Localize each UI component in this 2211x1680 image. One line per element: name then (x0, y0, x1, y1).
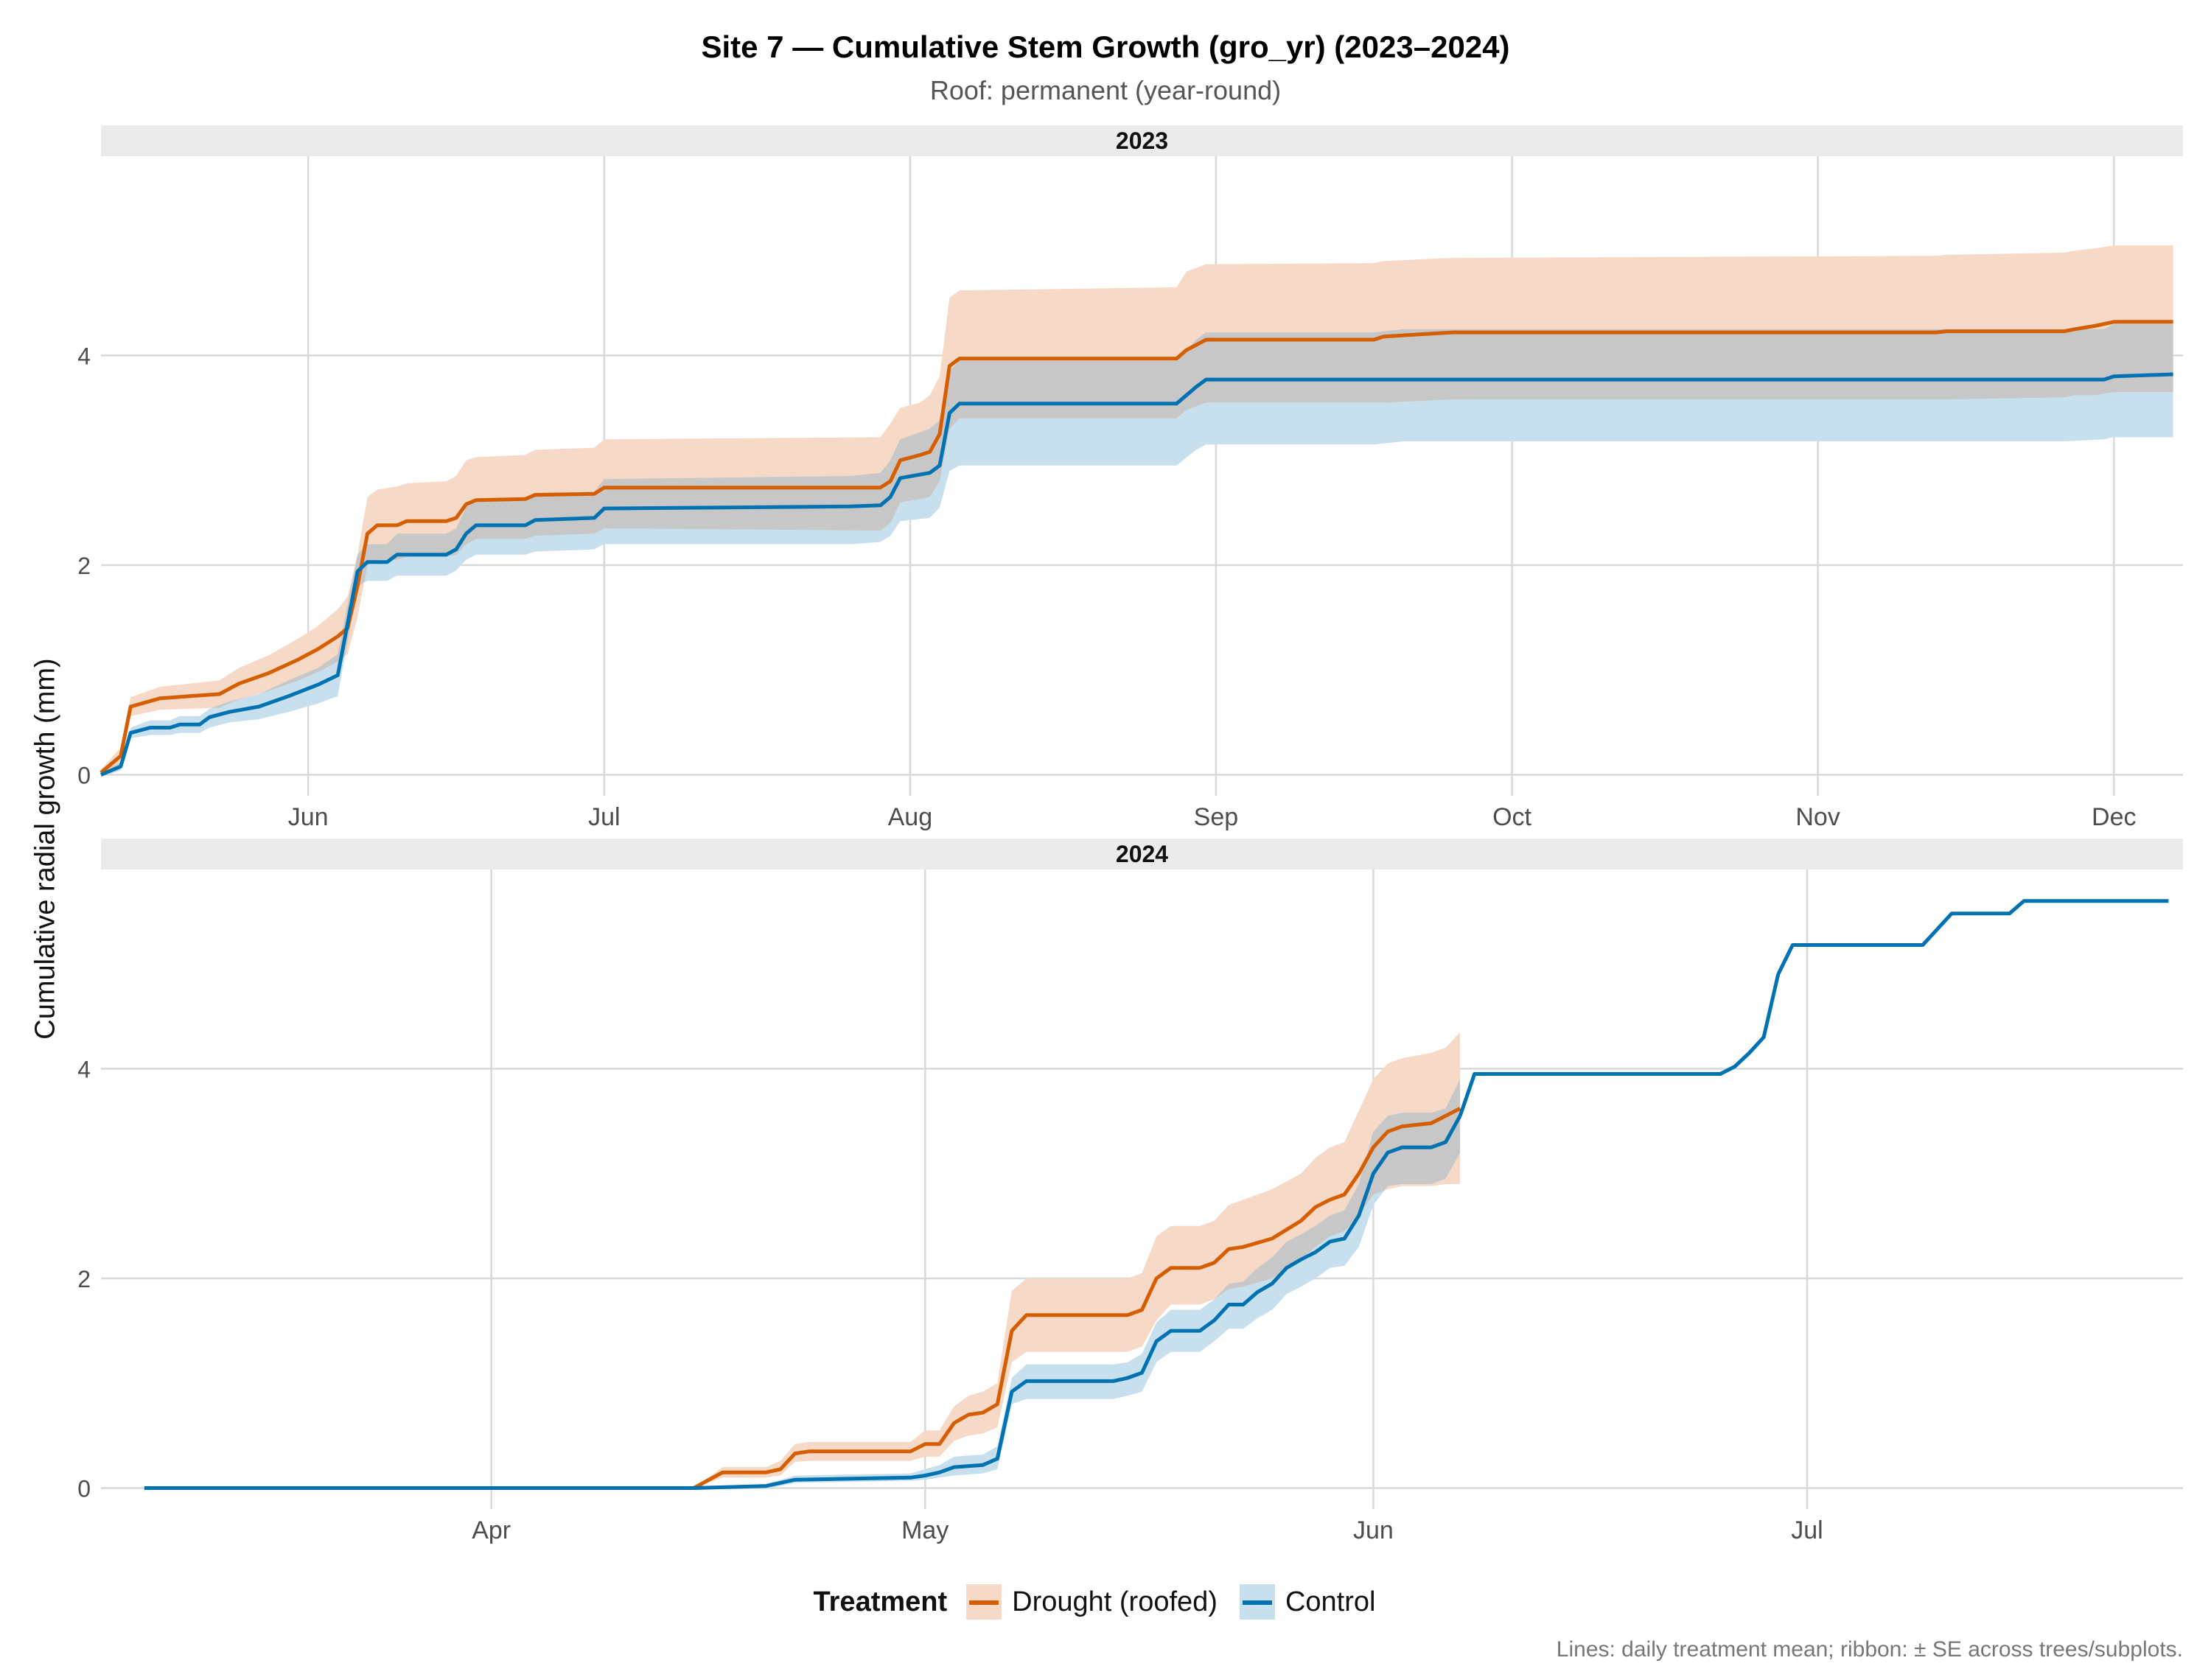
series-line-drought (144, 1107, 1461, 1490)
chart-subtitle: Roof: permanent (year-round) (929, 75, 1282, 105)
chart-title: Site 7 — Cumulative Stem Growth (gro_yr)… (701, 29, 1510, 64)
series-line-drought (99, 320, 2173, 774)
y-tick-label: 4 (77, 343, 91, 369)
x-tick-label: May (901, 1516, 949, 1544)
x-tick-label: Apr (472, 1516, 511, 1544)
x-tick-label: Jul (588, 803, 620, 831)
x-tick-label: Jul (1791, 1516, 1823, 1544)
legend-label-control: Control (1285, 1586, 1376, 1617)
ribbon-control (144, 1079, 1461, 1488)
series-line-control (100, 372, 2173, 777)
series-line-control (144, 1115, 1462, 1490)
y-tick-label: 4 (77, 1056, 91, 1082)
x-tick-label: Jun (1353, 1516, 1394, 1544)
panel-2024: 2024 0 2 4 Apr May Jun Jul (77, 839, 2183, 1544)
legend: Treatment Drought (roofed) Control (0, 1584, 2211, 1620)
facet-strip-label: 2024 (1116, 841, 1168, 867)
x-tick-label: Dec (2092, 803, 2136, 831)
x-tick-label: Jun (288, 803, 329, 831)
legend-key-control (1239, 1584, 1275, 1620)
x-tick-label: Sep (1194, 803, 1239, 831)
chart-caption: Lines: daily treatment mean; ribbon: ± S… (1556, 1637, 2183, 1662)
ribbon-control (101, 323, 2173, 777)
x-tick-label: Nov (1795, 803, 1840, 831)
ribbon-drought (101, 245, 2173, 775)
ribbon-drought (144, 1032, 1461, 1488)
legend-item-drought: Drought (roofed) (966, 1584, 1218, 1620)
y-tick-label: 0 (77, 763, 91, 789)
ribbon-overlap (101, 323, 2173, 775)
facet-strip (101, 125, 2183, 156)
legend-title: Treatment (813, 1586, 948, 1617)
facet-strip (101, 839, 2183, 869)
facet-strip-label: 2023 (1116, 127, 1168, 154)
legend-item-control: Control (1239, 1584, 1376, 1620)
legend-label-drought: Drought (roofed) (1012, 1586, 1218, 1617)
panel-2023: 2023 0 2 4 Jun Jul Aug Sep Oct Nov Dec (77, 125, 2183, 831)
y-tick-label: 2 (77, 1266, 91, 1292)
x-tick-label: Oct (1492, 803, 1531, 831)
series-line-control (1458, 899, 2169, 1117)
x-tick-label: Aug (888, 803, 933, 831)
legend-key-drought (966, 1584, 1002, 1620)
y-tick-label: 0 (77, 1476, 91, 1502)
y-tick-label: 2 (77, 553, 91, 579)
